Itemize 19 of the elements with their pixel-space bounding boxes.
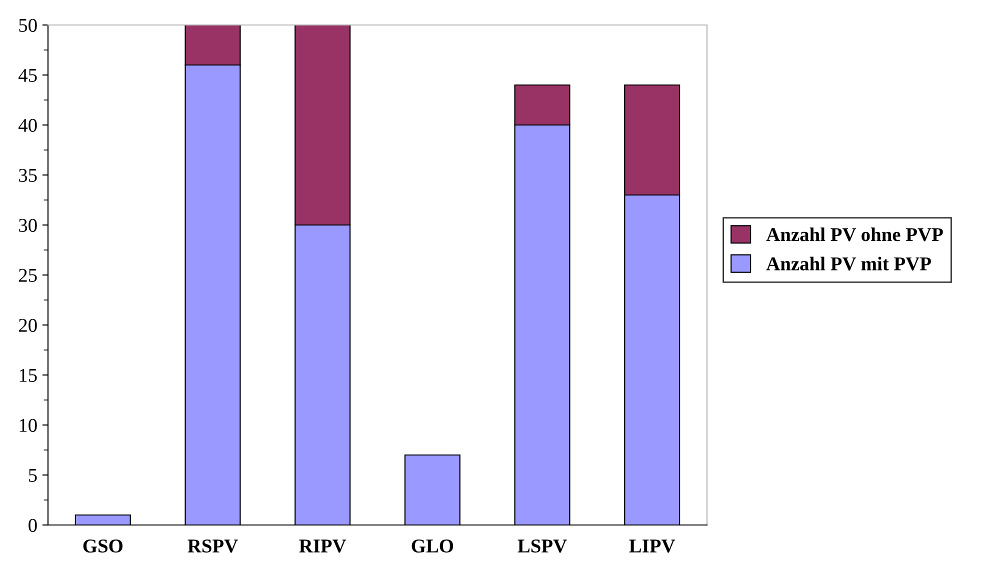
y-tick-label: 35 [19,168,37,182]
y-tick-label: 40 [18,118,37,132]
y-tick-label: 20 [18,318,37,332]
y-tick-label: 25 [18,268,37,282]
y-tick-label: 0 [28,518,37,532]
y-tick-label: 30 [19,218,37,232]
y-tick-label: 5 [28,469,37,482]
y-tick-label: 45 [18,68,37,82]
x-tick-label: GSO [83,540,122,553]
y-tick-label: 15 [20,368,37,382]
x-tick-label: LIPV [629,540,676,553]
legend-label: Anzahl PV ohne PVP [766,228,943,242]
x-tick-label: RIPV [299,540,346,553]
x-tick-label: LSPV [518,540,567,553]
x-tick-label: RSPV [188,540,238,553]
y-tick-label: 10 [20,418,37,432]
x-tick-label: GLO [412,540,454,553]
legend-label: Anzahl PV mit PVP [766,256,931,271]
y-tick-label: 50 [19,18,37,32]
